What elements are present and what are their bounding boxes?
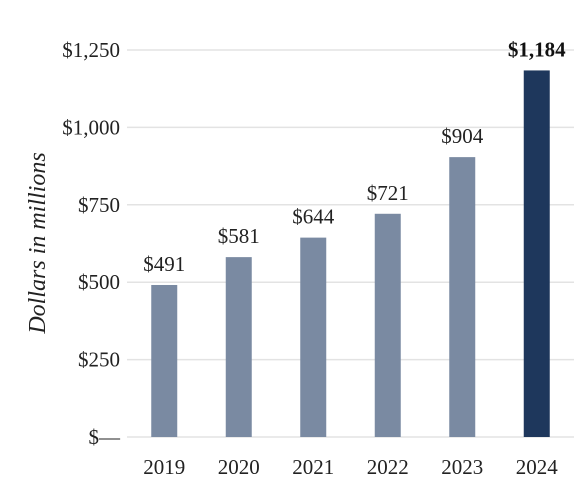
bar-2021 — [300, 237, 327, 437]
bars — [151, 70, 550, 438]
data-label: $491 — [143, 252, 185, 276]
y-tick-label: $1,000 — [62, 115, 120, 139]
y-axis-label: Dollars in millions — [25, 152, 51, 334]
data-label: $904 — [441, 124, 484, 148]
x-tick-label: 2024 — [516, 455, 559, 479]
x-tick-label: 2021 — [292, 455, 334, 479]
y-tick-label: $750 — [78, 193, 120, 217]
data-label: $1,184 — [508, 37, 566, 61]
bar-2022 — [374, 213, 401, 437]
data-label: $644 — [292, 205, 335, 229]
x-axis-ticks: 2019 2020 2021 2022 2023 2024 — [143, 455, 558, 479]
grid-lines — [127, 49, 574, 438]
y-tick-label: $1,250 — [62, 38, 120, 62]
x-tick-label: 2020 — [218, 455, 260, 479]
data-labels: $491 $581 $644 $721 $904 $1,184 — [143, 37, 566, 276]
bar-2019 — [151, 284, 178, 437]
x-tick-label: 2019 — [143, 455, 185, 479]
x-tick-label: 2023 — [441, 455, 483, 479]
y-tick-label: $500 — [78, 270, 120, 294]
bar-2023 — [449, 157, 476, 438]
bar-2020 — [225, 257, 252, 437]
data-label: $721 — [367, 181, 409, 205]
data-label: $581 — [218, 224, 260, 248]
bar-2024 — [523, 70, 550, 438]
y-tick-label: $— — [89, 425, 122, 449]
y-tick-label: $250 — [78, 348, 120, 372]
x-tick-label: 2022 — [367, 455, 409, 479]
y-axis-ticks: $— $250 $500 $750 $1,000 $1,250 — [62, 38, 121, 449]
